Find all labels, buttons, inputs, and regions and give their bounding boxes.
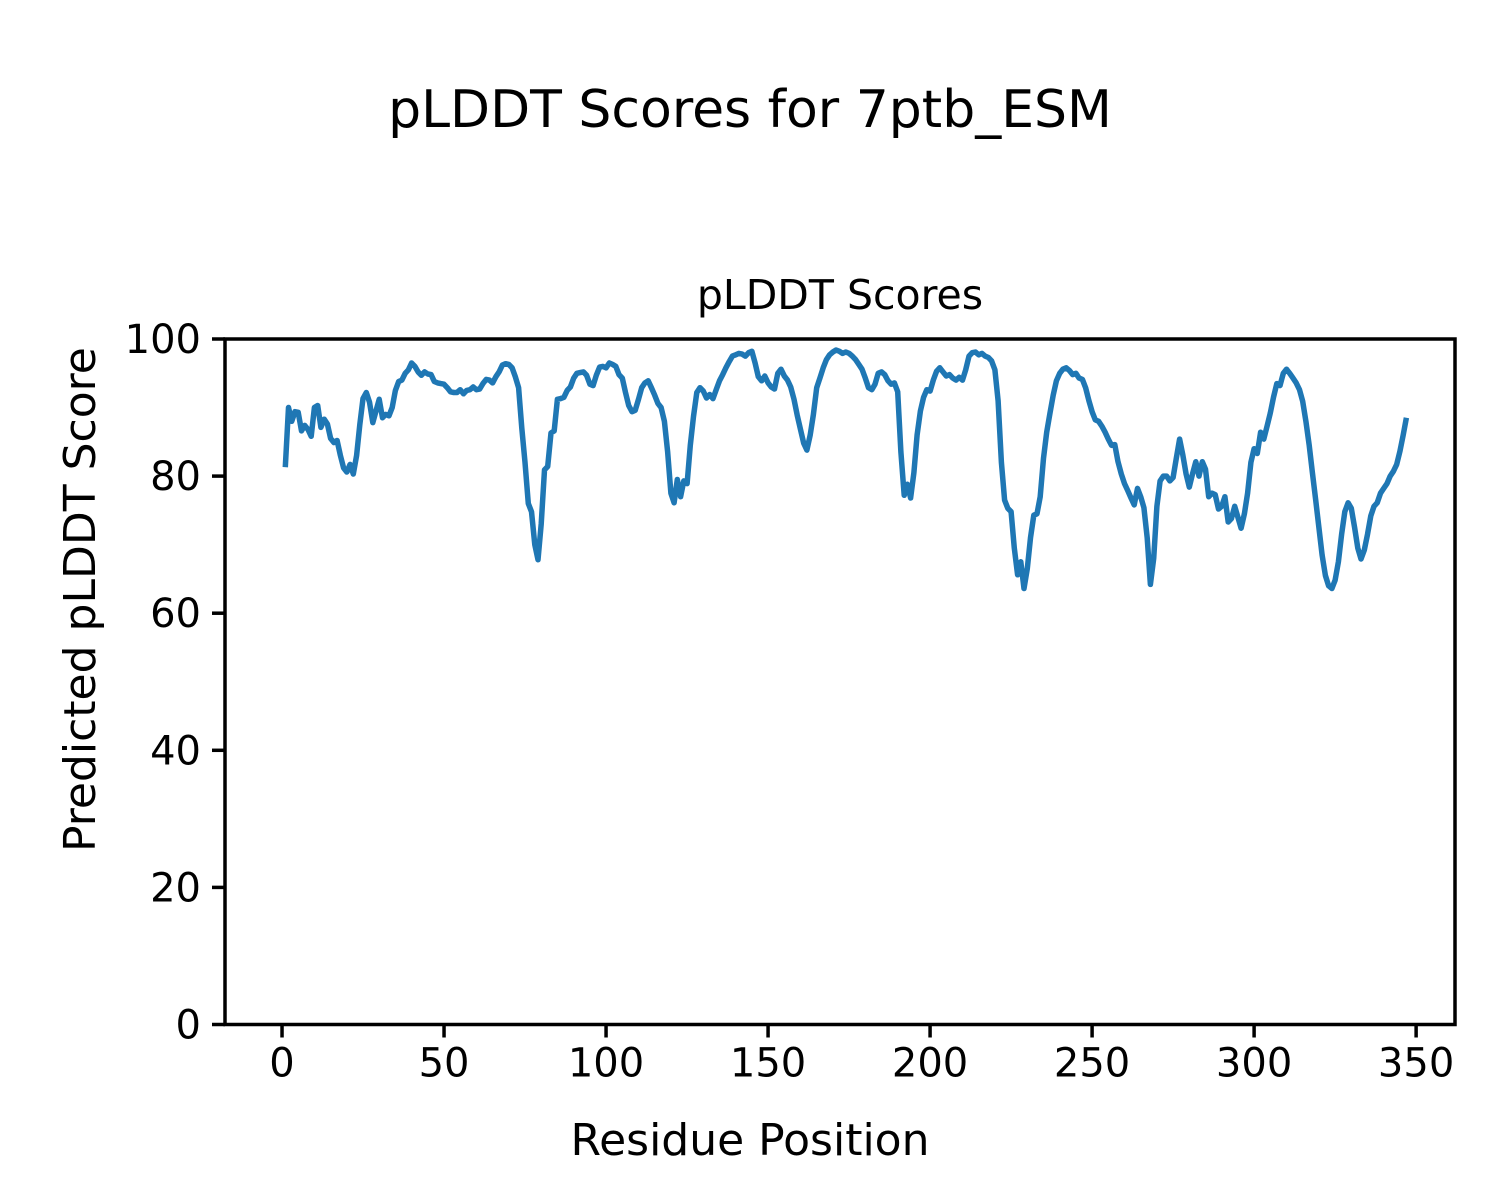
x-tick-label: 300: [1216, 1041, 1292, 1087]
figure-title: pLDDT Scores for 7ptb_ESM: [388, 80, 1112, 140]
x-tick-label: 0: [269, 1041, 294, 1087]
axes-title: pLDDT Scores: [696, 271, 984, 319]
x-tick-label: 100: [568, 1041, 644, 1087]
y-tick-label: 100: [125, 317, 201, 363]
x-tick-label: 150: [730, 1041, 806, 1087]
x-tick-label: 350: [1378, 1041, 1454, 1087]
x-tick-label: 250: [1054, 1041, 1130, 1087]
x-axis-label: Residue Position: [570, 1115, 930, 1166]
y-axis-label: Predicted pLDDT Score: [55, 347, 106, 853]
x-tick-label: 200: [892, 1041, 968, 1087]
plddt-line-series: [282, 347, 1410, 592]
y-tick-label: 20: [150, 865, 201, 911]
axes-spines: [223, 337, 1457, 1027]
y-tick-label: 60: [150, 591, 201, 637]
y-tick-label: 80: [150, 454, 201, 500]
x-tick-label: 50: [419, 1041, 470, 1087]
y-tick-label: 40: [150, 728, 201, 774]
y-tick-label: 0: [176, 1003, 201, 1049]
